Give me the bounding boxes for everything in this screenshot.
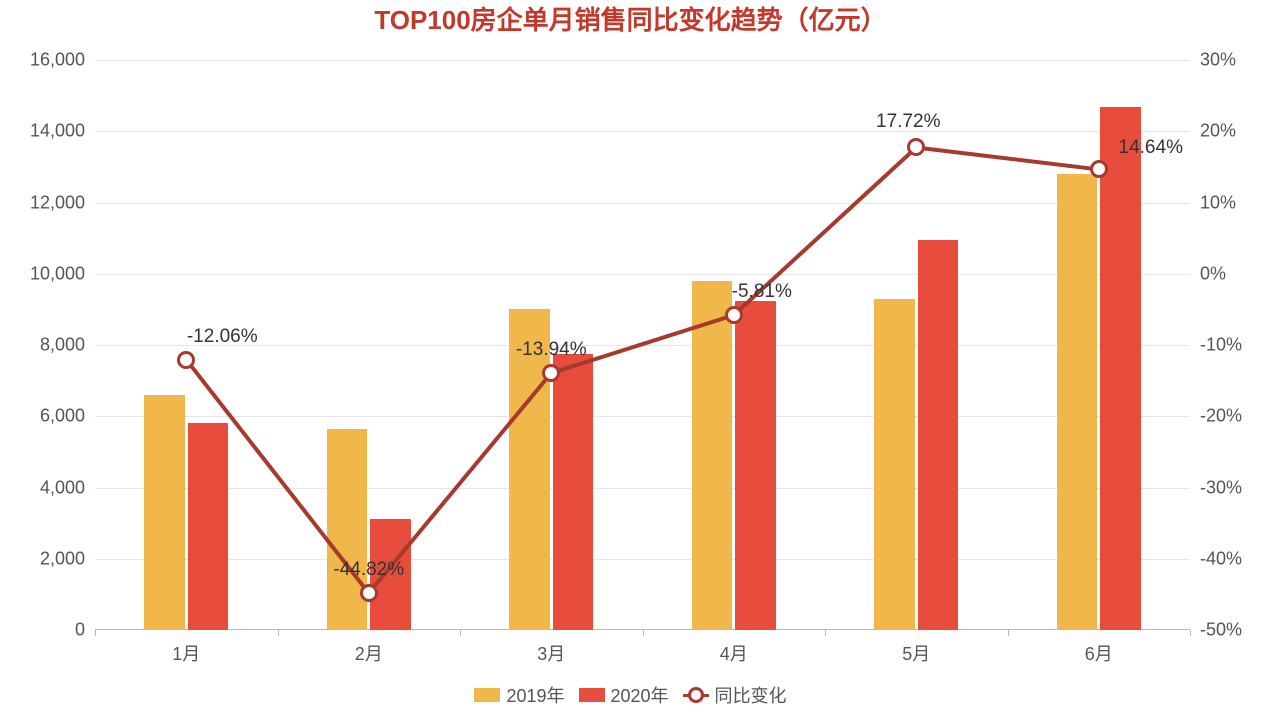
- bar: [918, 240, 959, 630]
- line-data-label: -13.94%: [516, 339, 587, 361]
- line-data-label: -5.81%: [732, 281, 792, 303]
- legend-item: 同比变化: [683, 682, 787, 708]
- y-axis-left-label: 4,000: [40, 477, 85, 498]
- bar: [553, 354, 594, 630]
- x-axis-tick: [643, 630, 644, 636]
- legend-swatch: [579, 688, 605, 702]
- line-marker: [907, 138, 925, 156]
- bar: [327, 429, 368, 630]
- x-axis-tick: [95, 630, 96, 636]
- gridline: [95, 60, 1190, 61]
- line-marker: [542, 364, 560, 382]
- x-axis-tick: [278, 630, 279, 636]
- x-axis-label: 4月: [720, 640, 748, 666]
- x-axis-label: 1月: [172, 640, 200, 666]
- line-data-label: -12.06%: [187, 326, 258, 348]
- line-marker: [360, 584, 378, 602]
- y-axis-right-label: -30%: [1200, 477, 1242, 498]
- x-axis-tick: [825, 630, 826, 636]
- gridline: [95, 203, 1190, 204]
- y-axis-right-label: 0%: [1200, 263, 1226, 284]
- x-axis-label: 2月: [355, 640, 383, 666]
- y-axis-right-label: 20%: [1200, 121, 1236, 142]
- x-axis-label: 5月: [902, 640, 930, 666]
- line-marker: [177, 351, 195, 369]
- plot-area: 0-50%2,000-40%4,000-30%6,000-20%8,000-10…: [95, 60, 1190, 630]
- x-axis-tick: [1008, 630, 1009, 636]
- line-data-label: -44.82%: [333, 559, 404, 581]
- y-axis-left-label: 6,000: [40, 406, 85, 427]
- bar: [144, 395, 185, 630]
- bar: [1100, 107, 1141, 630]
- legend-item: 2020年: [579, 682, 669, 708]
- y-axis-right-label: 10%: [1200, 192, 1236, 213]
- y-axis-left-label: 0: [75, 620, 85, 641]
- gridline: [95, 559, 1190, 560]
- bar: [188, 423, 229, 630]
- x-axis-label: 6月: [1085, 640, 1113, 666]
- y-axis-left-label: 8,000: [40, 335, 85, 356]
- gridline: [95, 488, 1190, 489]
- line-marker: [1090, 160, 1108, 178]
- line-marker: [725, 306, 743, 324]
- gridline: [95, 131, 1190, 132]
- line-data-label: 14.64%: [1119, 137, 1183, 159]
- legend-item: 2019年: [474, 682, 564, 708]
- y-axis-right-label: -40%: [1200, 548, 1242, 569]
- y-axis-right-label: -20%: [1200, 406, 1242, 427]
- y-axis-right-label: -10%: [1200, 335, 1242, 356]
- legend-marker-icon: [683, 688, 709, 702]
- y-axis-right-label: 30%: [1200, 50, 1236, 71]
- legend-label: 同比变化: [715, 682, 787, 708]
- x-axis-tick: [1190, 630, 1191, 636]
- chart-title: TOP100房企单月销售同比变化趋势（亿元）: [0, 0, 1261, 37]
- bar: [874, 299, 915, 630]
- y-axis-left-label: 2,000: [40, 548, 85, 569]
- legend-swatch: [474, 688, 500, 702]
- y-axis-left-label: 14,000: [30, 121, 85, 142]
- gridline: [95, 274, 1190, 275]
- line-data-label: 17.72%: [876, 111, 940, 133]
- y-axis-right-label: -50%: [1200, 620, 1242, 641]
- bar: [735, 301, 776, 630]
- legend: 2019年 2020年 同比变化: [0, 682, 1261, 708]
- legend-label: 2019年: [506, 682, 564, 708]
- gridline: [95, 345, 1190, 346]
- y-axis-left-label: 12,000: [30, 192, 85, 213]
- y-axis-left-label: 10,000: [30, 263, 85, 284]
- chart-container: TOP100房企单月销售同比变化趋势（亿元） 0-50%2,000-40%4,0…: [0, 0, 1261, 722]
- y-axis-left-label: 16,000: [30, 50, 85, 71]
- x-axis-label: 3月: [537, 640, 565, 666]
- bar: [692, 281, 733, 630]
- bar: [1057, 174, 1098, 630]
- gridline: [95, 416, 1190, 417]
- x-axis-tick: [460, 630, 461, 636]
- legend-label: 2020年: [611, 682, 669, 708]
